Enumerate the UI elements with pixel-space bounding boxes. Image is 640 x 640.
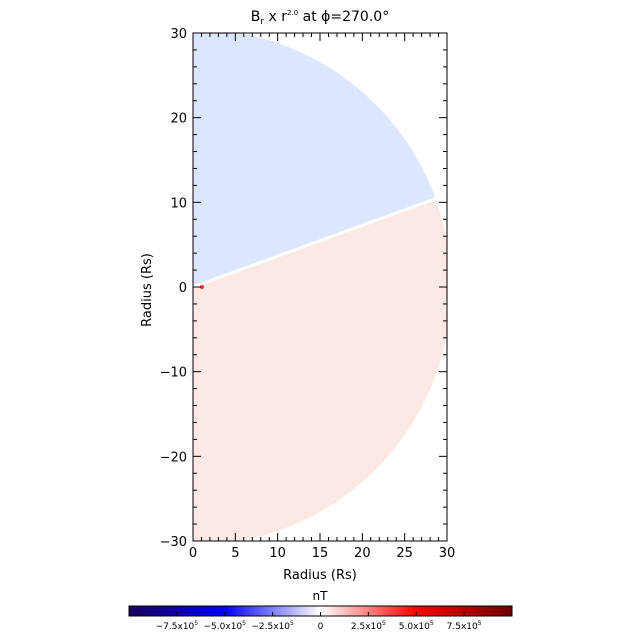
colorbar-ticks: −7.5x105 −5.0x105 −2.5x105 0 2.5x105 5.0x105 7…: [156, 612, 482, 632]
x-tick-label: 5: [231, 546, 239, 561]
y-axis-label: Radius (Rs): [140, 253, 155, 327]
x-tick-label: 30: [439, 546, 456, 561]
x-tick-label: 10: [269, 546, 286, 561]
y-tick-label: 20: [170, 112, 187, 127]
y-tick-label: 10: [170, 196, 187, 211]
chart-title: Br x r2.0 at ϕ=270.0°: [251, 9, 389, 27]
region-negative: [193, 33, 436, 287]
current-sheet: [193, 197, 437, 289]
inner-boundary-marker: [200, 285, 204, 289]
colorbar-label: nT: [313, 589, 329, 603]
y-tick-label: 30: [170, 27, 187, 42]
x-tick-label: 25: [396, 546, 413, 561]
colorbar-tick-label: −7.5x105: [156, 620, 199, 632]
colorbar-tick-label: 7.5x105: [447, 620, 482, 632]
heatmap-field: [193, 33, 447, 541]
colorbar-tick-label: −2.5x105: [251, 620, 294, 632]
region-positive: [193, 198, 447, 541]
title-middle: x r: [264, 9, 287, 25]
y-tick-label: 0: [179, 281, 187, 296]
y-tick-label: −30: [160, 535, 187, 550]
colorbar-tick-label: 5.0x105: [399, 620, 434, 632]
colorbar-tick-label: −5.0x105: [204, 620, 247, 632]
title-suffix: at ϕ=270.0°: [298, 9, 389, 25]
x-axis-label: Radius (Rs): [283, 568, 357, 583]
y-tick-label: −20: [160, 450, 187, 465]
title-superscript: 2.0: [287, 9, 298, 17]
x-tick-label: 15: [312, 546, 329, 561]
colorbar-tick-label: 2.5x105: [351, 620, 386, 632]
axes: 0 5 10 15 20 25 30 30 20 10 0 −10 −20 −30: [160, 27, 456, 561]
x-tick-label: 20: [354, 546, 371, 561]
x-tick-label: 0: [189, 546, 197, 561]
colorbar-tick-label: 0: [318, 622, 324, 632]
title-subscript: r: [260, 17, 264, 27]
y-tick-label: −10: [160, 366, 187, 381]
title-prefix: B: [251, 9, 261, 25]
